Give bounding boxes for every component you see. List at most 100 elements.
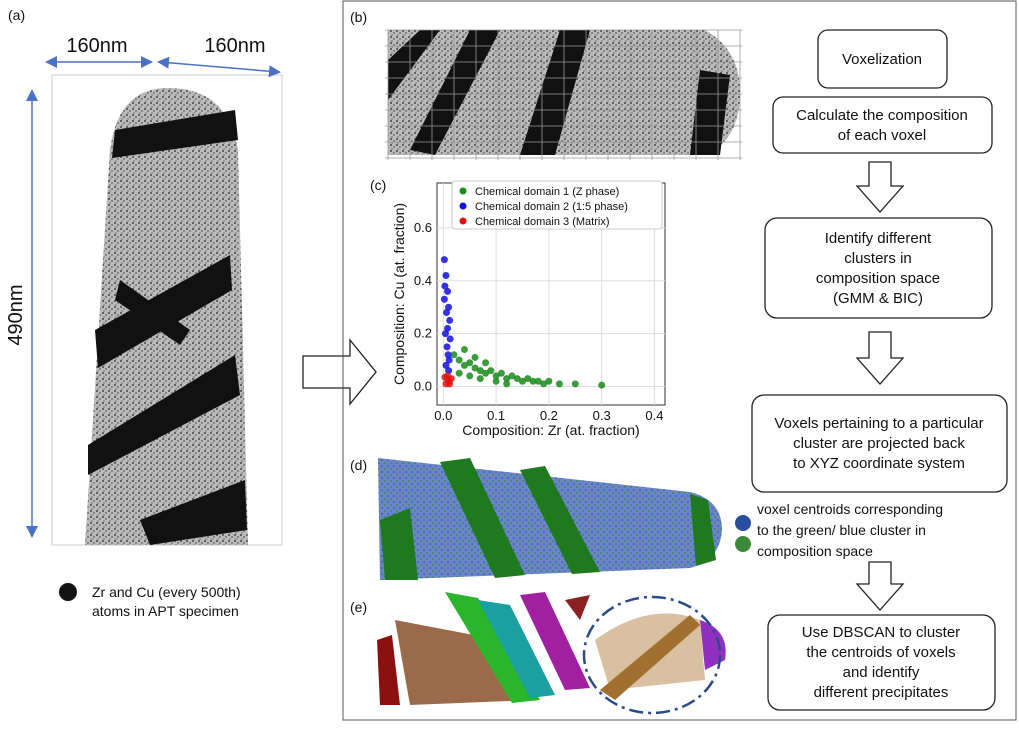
flow-box: [767, 614, 996, 711]
shape: [478, 600, 555, 698]
shape: [140, 480, 247, 545]
shape: [380, 458, 716, 580]
data-point: [524, 375, 532, 383]
shape: [565, 595, 590, 620]
data-point: [571, 380, 579, 388]
dimension-label: 160nm: [204, 35, 265, 57]
data-point: [442, 361, 450, 369]
data-point: [492, 377, 500, 385]
data-point: [442, 272, 450, 279]
legend-text: Zr and Cu (every 500th): [92, 584, 241, 600]
shape: voxel centroids corresponding to the gree…: [757, 501, 943, 559]
flow-text: Calculate the composition: [796, 107, 968, 124]
shape: [377, 635, 400, 705]
y-tick-label: 0.4: [414, 273, 432, 288]
legend-marker: [459, 202, 467, 210]
data-point: [445, 367, 453, 375]
flow-box: [772, 96, 993, 154]
data-point: [460, 361, 468, 369]
legend-marker: [59, 583, 77, 601]
y-tick-label: 0.2: [414, 326, 432, 341]
data-point: [534, 377, 542, 385]
dimension-arrow: [157, 56, 281, 78]
flow-text: of each voxel: [838, 127, 926, 144]
shape: [690, 70, 730, 155]
panel-label: (d): [350, 457, 367, 473]
note-text: to the green/ blue cluster in: [757, 522, 926, 538]
flow-text: Use DBSCAN to cluster: [802, 624, 960, 641]
panel-label: (b): [350, 9, 367, 25]
data-point: [492, 372, 500, 380]
data-point: [519, 377, 526, 385]
x-tick-label: 0.1: [487, 408, 505, 423]
flow-box: [764, 217, 993, 319]
shape: [388, 30, 440, 100]
panel-label: (a): [8, 7, 25, 23]
shape: [388, 30, 730, 155]
shape: [855, 161, 905, 213]
panel-label: (c): [370, 177, 386, 193]
data-point: [497, 369, 505, 377]
shape: [855, 561, 905, 611]
shape: [445, 592, 540, 703]
flow-text: Voxels pertaining to a particular: [774, 415, 983, 432]
legend-label: Chemical domain 2 (1:5 phase): [475, 201, 628, 213]
shape: [700, 620, 726, 670]
flow-text: Identify different: [825, 230, 932, 247]
data-point: [440, 295, 448, 303]
note-marker: [735, 515, 751, 531]
data-point: [444, 351, 452, 359]
flow-text: and identify: [843, 664, 920, 681]
data-point: [540, 380, 548, 388]
flow-text: Voxelization: [842, 51, 922, 68]
flow-text: the centroids of voxels: [806, 644, 955, 661]
dimension-label: 160nm: [66, 35, 127, 57]
y-tick-label: 0.6: [414, 220, 432, 235]
flow-text: (GMM & BIC): [833, 290, 923, 307]
data-point: [503, 380, 511, 388]
y-tick-label: 0.0: [414, 379, 432, 394]
flow-text: cluster are projected back: [793, 435, 965, 452]
data-point: [446, 335, 454, 343]
data-point: [444, 324, 452, 332]
data-point: [460, 346, 468, 353]
data-point: [445, 356, 453, 364]
flow-text: to XYZ coordinate system: [793, 455, 965, 472]
shape: [440, 458, 525, 578]
shape: [88, 355, 240, 475]
dimension-label: 490nm: [5, 284, 27, 345]
data-point: [482, 369, 490, 377]
projected-voxels: [378, 458, 722, 580]
precipitates: [88, 110, 247, 545]
flow-text: different precipitates: [814, 684, 949, 701]
flow-text: clusters in: [844, 250, 912, 267]
shape: [115, 280, 190, 345]
shape: [520, 466, 600, 574]
data-point: [471, 364, 479, 372]
legend-label: Chemical domain 1 (Z phase): [475, 186, 619, 198]
data-point: [476, 367, 484, 375]
x-axis-label: Composition: Zr (at. fraction): [462, 422, 639, 438]
shape: [410, 30, 500, 155]
data-point: [441, 282, 449, 290]
shape: [380, 508, 418, 580]
note-text: composition space: [757, 543, 873, 559]
data-point: [598, 381, 606, 389]
data-point: [446, 380, 454, 388]
shape: [600, 615, 700, 700]
data-point: [466, 359, 474, 367]
data-point: [471, 353, 479, 361]
note-text: voxel centroids corresponding: [757, 501, 943, 517]
legend-marker: [459, 217, 467, 225]
data-point: [487, 367, 495, 375]
shape: [582, 595, 722, 715]
shape: [520, 30, 590, 155]
shape: Voxelization Calculate the composition of …: [774, 51, 983, 701]
data-point: [513, 375, 521, 383]
data-point: [444, 287, 452, 295]
voxel-specimen: [385, 29, 742, 160]
data-point: [545, 377, 553, 385]
data-point: [441, 373, 449, 381]
legend-label: Chemical domain 3 (Matrix): [475, 216, 609, 228]
data-point: [446, 316, 454, 324]
